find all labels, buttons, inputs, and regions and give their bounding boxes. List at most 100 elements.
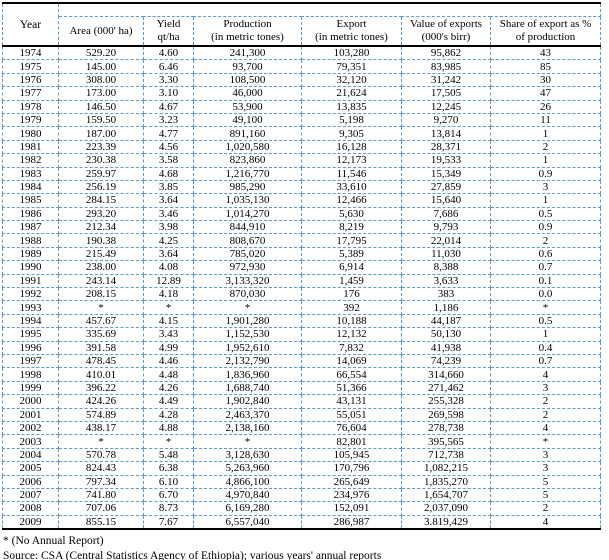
value-cell: 574.89 xyxy=(58,407,144,422)
year-cell: 2005 xyxy=(2,461,59,476)
year-cell: 1974 xyxy=(2,45,59,61)
value-cell: 1 xyxy=(489,327,602,342)
value-cell: 14,069 xyxy=(301,353,402,369)
value-cell: 4.26 xyxy=(143,380,194,396)
value-cell: 2 xyxy=(489,407,602,422)
year-cell: 1982 xyxy=(2,153,59,168)
value-cell: 4.49 xyxy=(143,394,194,409)
value-cell: 707.06 xyxy=(58,501,144,516)
value-cell: 855.15 xyxy=(58,514,144,531)
value-cell: 265,649 xyxy=(301,474,402,489)
year-cell: 1993 xyxy=(2,300,59,315)
value-cell: * xyxy=(143,300,194,315)
value-cell: 4.46 xyxy=(143,353,194,369)
value-cell: 4.18 xyxy=(143,287,194,302)
column-header: Yield qt/ha xyxy=(143,16,194,47)
value-cell: 12,245 xyxy=(401,99,491,114)
value-cell: 284.15 xyxy=(58,193,144,208)
table-row: 1997 478.45 4.46 2,132,790 14,069 74,239 0.7 xyxy=(2,353,602,369)
value-cell: * xyxy=(193,434,302,449)
table-row: 1990 238.00 4.08 972,930 6,914 8,388 0.7 xyxy=(2,260,602,275)
value-cell: 152,091 xyxy=(301,501,402,516)
value-cell: 0.9 xyxy=(489,220,602,235)
value-cell: 1,035,130 xyxy=(193,193,302,208)
table-row: 1976 308.00 3.30 108,500 32,120 31,242 30 xyxy=(2,72,602,88)
value-cell: 1,901,280 xyxy=(193,313,302,329)
value-cell: 212.34 xyxy=(58,220,144,235)
value-cell: 243.14 xyxy=(58,273,144,289)
value-cell: 66,554 xyxy=(301,367,402,382)
year-cell: 1992 xyxy=(2,287,59,302)
value-cell: 5 xyxy=(489,474,602,489)
value-cell: 50,130 xyxy=(401,327,491,342)
value-cell: 30 xyxy=(489,72,602,88)
value-cell: 395,565 xyxy=(401,434,491,449)
value-cell: 259.97 xyxy=(58,166,144,181)
value-cell: 8,219 xyxy=(301,220,402,235)
value-cell: 2 xyxy=(489,233,602,248)
value-cell: 1 xyxy=(489,153,602,168)
table-row: 1993 * * * 392 1,186 * xyxy=(2,300,602,315)
value-cell: 438.17 xyxy=(58,420,144,436)
year-cell: 2009 xyxy=(2,514,59,531)
value-cell: 255,328 xyxy=(401,394,491,409)
year-cell: 1995 xyxy=(2,327,59,342)
column-header: Share of export as % of production xyxy=(489,16,602,47)
table-row: 1978 146.50 4.67 53,900 13,835 12,245 26 xyxy=(2,99,602,114)
value-cell: 170,796 xyxy=(301,461,402,476)
value-cell: 12,173 xyxy=(301,153,402,168)
value-cell: 529.20 xyxy=(58,45,144,61)
value-cell: 3 xyxy=(489,380,602,396)
value-cell: 3.64 xyxy=(143,193,194,208)
value-cell: 844,910 xyxy=(193,220,302,235)
value-cell: 4.08 xyxy=(143,260,194,275)
value-cell: 17,795 xyxy=(301,233,402,248)
value-cell: 0.6 xyxy=(489,246,602,262)
table-row: 2007 741.80 6.70 4,970,840 234,976 1,654,707 5 xyxy=(2,487,602,503)
value-cell: 3.43 xyxy=(143,327,194,342)
value-cell: 6.70 xyxy=(143,487,194,503)
value-cell: 49,100 xyxy=(193,112,302,128)
value-cell: 241,300 xyxy=(193,45,302,61)
value-cell: 3.23 xyxy=(143,112,194,128)
table-row: 1987 212.34 3.98 844,910 8,219 9,793 0.9 xyxy=(2,220,602,235)
table-row: 1988 190.38 4.25 808,670 17,795 22,014 2 xyxy=(2,233,602,248)
value-cell: 6.38 xyxy=(143,461,194,476)
table-row: 1998 410.01 4.48 1,836,960 66,554 314,660 4 xyxy=(2,367,602,382)
value-cell: 0.1 xyxy=(489,273,602,289)
value-cell: 410.01 xyxy=(58,367,144,382)
value-cell: 392 xyxy=(301,300,402,315)
value-cell: 1,020,580 xyxy=(193,139,302,155)
value-cell: 3,128,630 xyxy=(193,447,302,463)
year-cell: 1986 xyxy=(2,206,59,222)
year-cell: 1989 xyxy=(2,246,59,262)
table-row: 1983 259.97 4.68 1,216,770 11,546 15,349 0.9 xyxy=(2,166,602,181)
table-row: 1994 457.67 4.15 1,901,280 10,188 44,187 0.5 xyxy=(2,313,602,329)
header-spacer-cell xyxy=(57,2,602,17)
value-cell: 0.5 xyxy=(489,313,602,329)
value-cell: 3 xyxy=(489,461,602,476)
value-cell: 15,640 xyxy=(401,193,491,208)
value-cell: 6,914 xyxy=(301,260,402,275)
value-cell: 3,133,320 xyxy=(193,273,302,289)
value-cell: 6.46 xyxy=(143,59,194,74)
year-cell: 1975 xyxy=(2,59,59,74)
value-cell: 3.58 xyxy=(143,153,194,168)
value-cell: 308.00 xyxy=(58,72,144,88)
value-cell: 7.67 xyxy=(143,514,194,531)
value-cell: 570.78 xyxy=(58,447,144,463)
value-cell: 11,546 xyxy=(301,166,402,181)
value-cell: 4.48 xyxy=(143,367,194,382)
footnote-asterisk: * (No Annual Report) xyxy=(3,535,104,548)
table-footnotes: * (No Annual Report) Source: CSA (Centra… xyxy=(3,534,609,560)
value-cell: 176 xyxy=(301,287,402,302)
value-cell: 4.99 xyxy=(143,340,194,355)
value-cell: 17,505 xyxy=(401,86,491,101)
table-row: 1975 145.00 6.46 93,700 79,351 83,985 85 xyxy=(2,59,602,74)
value-cell: 21,624 xyxy=(301,86,402,101)
value-cell: 2 xyxy=(489,394,602,409)
value-cell: 159.50 xyxy=(58,112,144,128)
value-cell: 76,604 xyxy=(301,420,402,436)
value-cell: 4.60 xyxy=(143,45,194,61)
table-row: 2002 438.17 4.88 2,138,160 76,604 278,738 4 xyxy=(2,420,602,436)
